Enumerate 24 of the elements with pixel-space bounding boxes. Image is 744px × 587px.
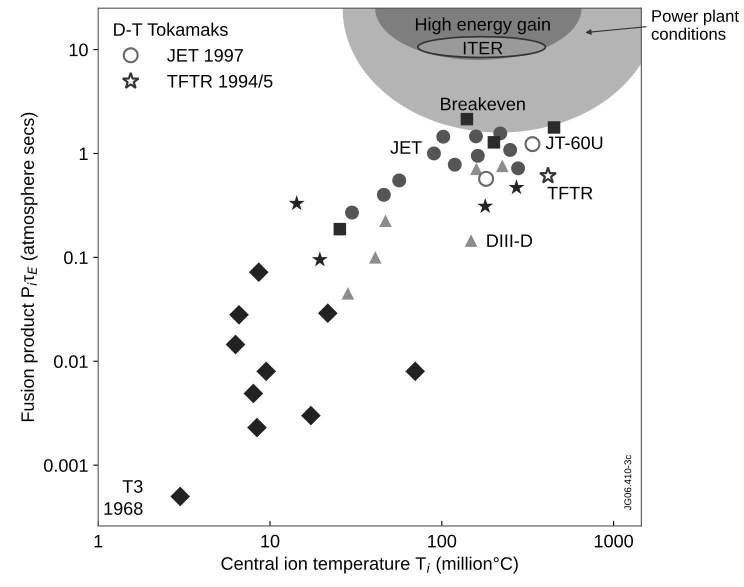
annotation: Breakeven xyxy=(441,97,525,110)
x-axis-title: Central ion temperature T$_{i}$ (million°C) xyxy=(221,556,518,574)
y-tick-label: 0.1 xyxy=(64,251,88,264)
y-axis-title: Fusion product P$_{i}$τ$_{E}$ (atmosphere secs) xyxy=(20,112,38,422)
y-tick-label: 0.001 xyxy=(44,459,88,472)
annotation: DIII-D xyxy=(487,234,532,247)
legend-label: JET 1997 xyxy=(167,49,243,62)
legend-label: TFTR 1994/5 xyxy=(167,74,272,88)
annotation: ITER xyxy=(464,42,502,54)
x-tick-label: 10 xyxy=(261,534,280,548)
legend-title: D-T Tokamaks xyxy=(114,22,228,36)
y-tick-label: 0.01 xyxy=(54,355,88,368)
annotation: T3 1968 xyxy=(104,480,143,515)
y-tick-label: 1 xyxy=(80,148,88,160)
text: Power plant conditions xyxy=(652,10,739,40)
annotation: JET xyxy=(390,141,422,154)
annotation: TFTR xyxy=(548,186,592,200)
annotation: JG06.410-3c xyxy=(624,455,632,510)
x-tick-label: 1 xyxy=(94,534,102,548)
annotation: JT-60U xyxy=(546,136,602,150)
y-tick-label: 10 xyxy=(70,44,88,56)
x-tick-label: 1000 xyxy=(594,534,633,548)
annotation: High energy gain xyxy=(416,17,550,34)
x-tick-label: 100 xyxy=(428,534,456,548)
